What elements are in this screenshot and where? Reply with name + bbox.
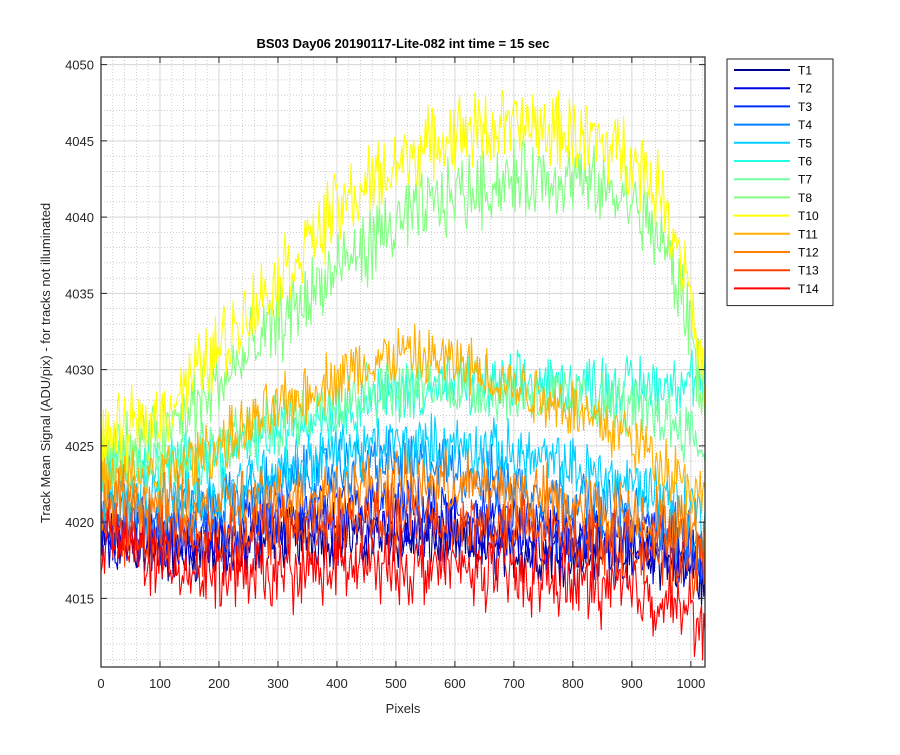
series-line-t11: [100, 323, 706, 515]
legend-item-t3[interactable]: T3: [734, 100, 812, 114]
y-tick-label: 4050: [65, 58, 94, 73]
y-tick-label: 4025: [65, 439, 94, 454]
x-tick-label: 700: [503, 676, 525, 691]
legend-label: T13: [798, 264, 819, 278]
x-tick-label: 900: [621, 676, 643, 691]
legend-label: T12: [798, 246, 819, 260]
y-axis-label: Track Mean Signal (ADU/pix) - for tracks…: [38, 203, 53, 523]
x-tick-label: 400: [326, 676, 348, 691]
legend-item-t8[interactable]: T8: [734, 191, 812, 205]
x-tick-label: 300: [267, 676, 289, 691]
legend-item-t7[interactable]: T7: [734, 173, 812, 187]
y-tick-label: 4030: [65, 363, 94, 378]
x-tick-label: 200: [208, 676, 230, 691]
legend-label: T3: [798, 100, 812, 114]
x-axis-label: Pixels: [386, 701, 421, 716]
legend-item-t6[interactable]: T6: [734, 155, 812, 169]
legend-label: T7: [798, 173, 812, 187]
y-tick-label: 4015: [65, 591, 94, 606]
legend-label: T5: [798, 136, 812, 150]
x-tick-label: 800: [562, 676, 584, 691]
series-line-t14: [100, 509, 706, 661]
legend-item-t12[interactable]: T12: [734, 246, 819, 260]
y-tick-label: 4040: [65, 210, 94, 225]
series-line-t8: [100, 137, 706, 487]
legend-label: T1: [798, 64, 812, 78]
legend-label: T11: [798, 227, 818, 241]
series-line-t13: [100, 483, 706, 600]
chart-title: BS03 Day06 20190117-Lite-082 int time = …: [256, 36, 549, 51]
axis-ticks: 0 100 200 300 400 500 600 700 800 900 1000 4015 4020…: [65, 57, 705, 691]
series-line-t10: [100, 89, 706, 483]
legend-label: T10: [798, 209, 819, 223]
series-line-t5: [100, 412, 706, 552]
legend-item-t11[interactable]: T11: [734, 227, 818, 241]
legend-item-t4[interactable]: T4: [734, 118, 812, 132]
x-tick-label: 0: [97, 676, 104, 691]
legend-label: T8: [798, 191, 812, 205]
x-tick-label: 500: [385, 676, 407, 691]
legend-box: [726, 58, 834, 307]
legend-label: T4: [798, 118, 812, 132]
legend[interactable]: T1 T2 T3 T4 T5 T6 T7 T8 T10 T11 T12 T13 T14: [726, 58, 834, 307]
series-line-t3: [100, 474, 706, 584]
legend-item-t13[interactable]: T13: [734, 264, 819, 278]
legend-item-t10[interactable]: T10: [734, 209, 819, 223]
y-tick-label: 4020: [65, 515, 94, 530]
series-line-t12: [100, 442, 706, 576]
x-tick-label: 100: [149, 676, 171, 691]
x-tick-label: 1000: [676, 676, 705, 691]
series-line-t2: [100, 496, 706, 588]
y-tick-label: 4045: [65, 134, 94, 149]
legend-label: T2: [798, 82, 812, 96]
legend-item-t5[interactable]: T5: [734, 136, 812, 150]
legend-item-t2[interactable]: T2: [734, 82, 812, 96]
y-tick-label: 4035: [65, 286, 94, 301]
legend-label: T14: [798, 282, 819, 296]
legend-label: T6: [798, 155, 812, 169]
plot-frame: [100, 56, 706, 668]
x-tick-label: 600: [444, 676, 466, 691]
series-lines: [100, 89, 706, 661]
legend-item-t14[interactable]: T14: [734, 282, 819, 296]
legend-item-t1[interactable]: T1: [734, 64, 812, 78]
series-line-t7: [100, 350, 706, 490]
